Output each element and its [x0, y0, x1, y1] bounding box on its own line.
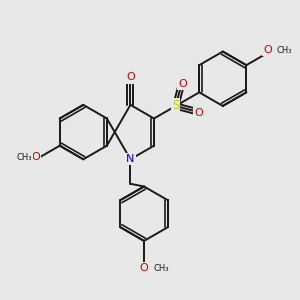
Text: CH₃: CH₃	[153, 264, 169, 273]
Text: O: O	[263, 45, 272, 55]
Text: CH₃: CH₃	[276, 46, 292, 55]
Text: O: O	[178, 79, 187, 89]
Text: S: S	[172, 100, 179, 112]
Text: O: O	[194, 108, 203, 118]
Text: N: N	[126, 154, 135, 164]
Text: O: O	[140, 263, 148, 273]
Text: O: O	[32, 152, 40, 162]
Text: CH₃: CH₃	[16, 153, 32, 162]
Text: O: O	[126, 72, 135, 82]
